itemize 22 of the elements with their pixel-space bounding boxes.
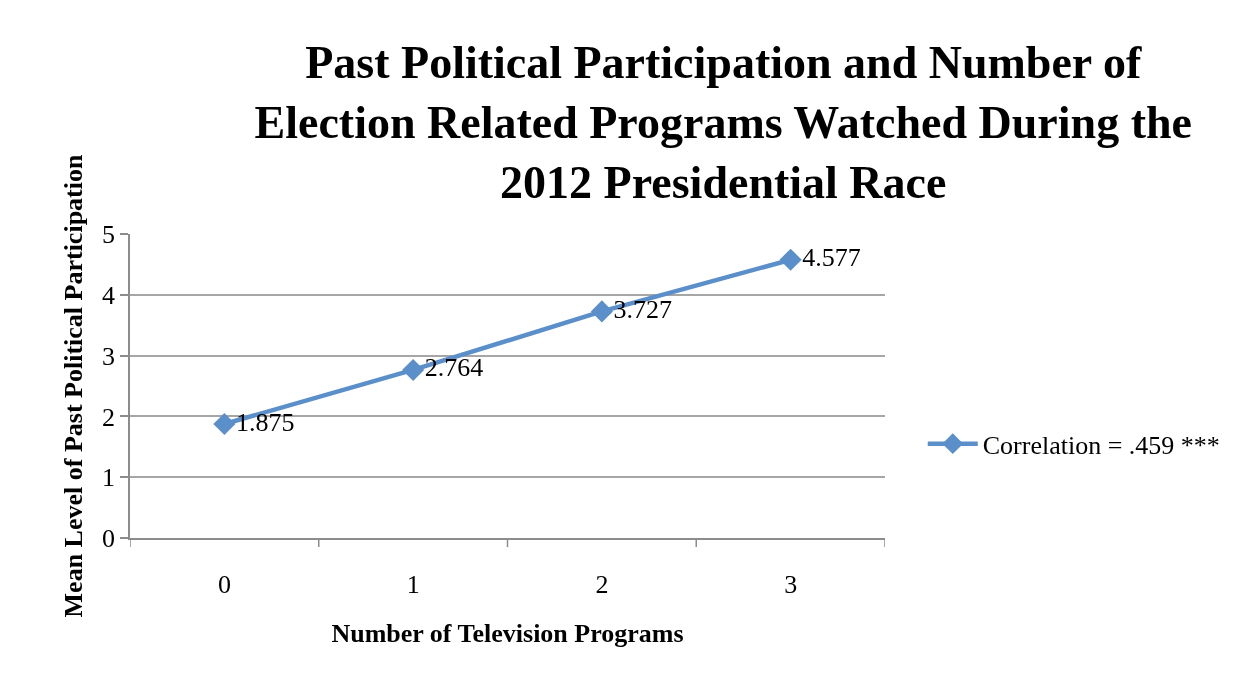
- point: [779, 248, 802, 271]
- x-axis-title: Number of Television Programs: [331, 619, 684, 649]
- point: [590, 300, 613, 323]
- x-tick-label: 2: [595, 569, 609, 599]
- x-tick-label: 0: [217, 569, 231, 599]
- chart-title: Past Political Participation and Number of Election Related Programs Watched During the 2012 Presidential Race: [254, 37, 1192, 208]
- y-tick-label: 1: [102, 463, 116, 493]
- y-tick-label: 5: [102, 220, 116, 250]
- x-tick-label: 1: [406, 569, 420, 599]
- data-label: 2.764: [424, 353, 484, 383]
- x-tick-label: 3: [784, 569, 798, 599]
- data-label: 4.577: [802, 243, 861, 273]
- y-tick-label: 2: [102, 402, 116, 432]
- y-tick-label: 0: [102, 524, 116, 554]
- data-label: 3.727: [613, 294, 673, 324]
- point: [402, 358, 425, 381]
- y-axis-title: Mean Level of Past Political Participation: [58, 154, 88, 618]
- legend-label: Correlation = .459 ***: [982, 430, 1220, 460]
- data-label: 1.875: [236, 407, 295, 437]
- y-tick-label: 4: [102, 280, 116, 310]
- y-tick-label: 3: [102, 341, 116, 371]
- point: [213, 412, 236, 436]
